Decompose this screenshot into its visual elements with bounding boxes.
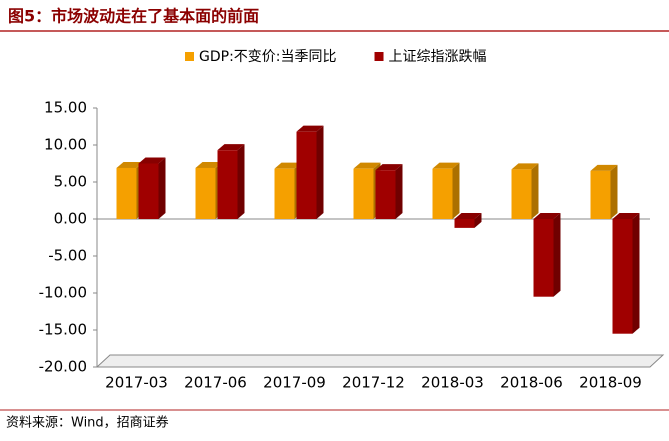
- bar-face: [274, 168, 295, 219]
- bar: [432, 162, 460, 219]
- bar: [612, 213, 640, 334]
- bar-face: [138, 157, 166, 164]
- x-tick-label: 2018-06: [500, 374, 563, 392]
- bar-face: [217, 150, 238, 219]
- bar-face: [454, 213, 482, 219]
- bar-face: [116, 167, 137, 219]
- bar: [511, 163, 539, 219]
- chart-title: 图5：市场波动走在了基本面的前面: [8, 7, 259, 26]
- bar-face: [375, 164, 403, 171]
- bar-face: [632, 213, 640, 334]
- bar-face: [217, 144, 245, 151]
- bar-face: [454, 219, 475, 228]
- bar-face: [195, 167, 216, 219]
- y-tick-label: 10.00: [44, 136, 87, 154]
- bar-face: [533, 219, 554, 297]
- bar-face: [274, 162, 302, 169]
- bar: [296, 125, 324, 219]
- floor: [95, 354, 665, 368]
- bar-face: [452, 162, 460, 219]
- bar-face: [432, 162, 460, 169]
- source-note: 资料来源：Wind，招商证券: [6, 415, 169, 431]
- y-tick-label: 15.00: [44, 99, 87, 117]
- legend-swatch: [374, 52, 384, 61]
- x-tick-label: 2017-06: [184, 374, 247, 392]
- y-tick-label: -15.00: [39, 321, 87, 339]
- bar-face: [432, 168, 453, 219]
- bar-face: [474, 213, 482, 228]
- bar-face: [612, 213, 640, 219]
- y-tick-label: -10.00: [39, 284, 87, 302]
- bar: [590, 164, 618, 219]
- bar-face: [533, 213, 561, 219]
- x-tick-label: 2017-03: [105, 374, 168, 392]
- legend-label: GDP:不变价:当季同比: [199, 49, 337, 65]
- bar-face: [296, 125, 324, 132]
- bar: [533, 213, 561, 297]
- bar-face: [296, 131, 317, 219]
- bar-face: [195, 161, 223, 168]
- legend-label: 上证综指涨跌幅: [389, 49, 487, 65]
- y-tick-label: 0.00: [54, 210, 87, 228]
- bar: [138, 157, 166, 219]
- legend-swatch: [185, 52, 194, 61]
- bar-face: [353, 168, 374, 219]
- bar-face: [553, 213, 561, 297]
- y-tick-label: 5.00: [54, 173, 87, 191]
- bar: [217, 144, 245, 219]
- x-tick-label: 2017-09: [263, 374, 326, 392]
- bar-face: [531, 163, 539, 219]
- bar-face: [316, 125, 324, 219]
- bar-face: [511, 169, 532, 219]
- bar-face: [138, 163, 159, 219]
- bar-face: [610, 164, 618, 219]
- bar-face: [353, 162, 381, 169]
- bar: [375, 164, 403, 219]
- bar-face: [612, 219, 633, 334]
- bar-face: [158, 157, 166, 219]
- bar-face: [590, 170, 611, 219]
- y-tick-label: -20.00: [39, 358, 87, 376]
- bar-face: [237, 144, 245, 219]
- x-tick-label: 2018-09: [579, 374, 642, 392]
- bar-face: [511, 163, 539, 170]
- bar-face: [590, 164, 618, 171]
- x-tick-label: 2018-03: [421, 374, 484, 392]
- bar: [454, 213, 482, 228]
- bar-face: [375, 170, 396, 219]
- bar-face: [116, 161, 144, 168]
- x-tick-label: 2017-12: [342, 374, 405, 392]
- y-tick-label: -5.00: [48, 247, 87, 265]
- bar-face: [395, 164, 403, 219]
